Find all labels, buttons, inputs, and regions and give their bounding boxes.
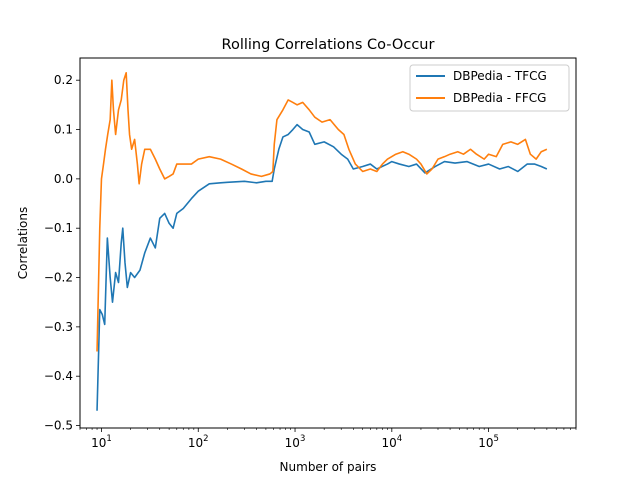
y-tick-label: 0.1: [54, 123, 73, 137]
legend: DBPedia - TFCG DBPedia - FFCG: [409, 64, 570, 112]
legend-label-tfcg: DBPedia - TFCG: [453, 69, 547, 83]
plot-area: 101 102 103 104 105 −0.5 −0.4 −0.3 −0.2 −0.1 0.0 0…: [44, 57, 577, 450]
x-tick-label: 104: [381, 434, 402, 450]
series-line-0: [96, 123, 548, 411]
legend-box: [409, 64, 570, 112]
axes-frame: [79, 57, 577, 429]
y-tick-label: −0.2: [44, 271, 73, 285]
x-axis-label: Number of pairs: [280, 460, 377, 474]
x-tick-label: 102: [188, 434, 209, 450]
y-tick-label: −0.4: [44, 369, 73, 383]
y-tick-label: −0.5: [44, 419, 73, 433]
y-tick-label: −0.3: [44, 320, 73, 334]
y-tick-label: −0.1: [44, 221, 73, 235]
y-tick-label: 0.0: [54, 172, 73, 186]
x-tick-label: 103: [285, 434, 306, 450]
y-tick-label: 0.2: [54, 73, 73, 87]
y-axis-label: Correlations: [16, 207, 30, 279]
series-layer: [96, 72, 548, 411]
legend-label-ffcg: DBPedia - FFCG: [453, 91, 546, 105]
x-axis: 101 102 103 104 105: [79, 428, 577, 450]
series-line-1: [96, 72, 548, 352]
x-tick-label: 105: [478, 434, 499, 450]
x-tick-label: 101: [91, 434, 112, 450]
chart-title: Rolling Correlations Co-Occur: [222, 37, 435, 53]
y-axis: −0.5 −0.4 −0.3 −0.2 −0.1 0.0 0.1 0.2: [44, 73, 80, 433]
